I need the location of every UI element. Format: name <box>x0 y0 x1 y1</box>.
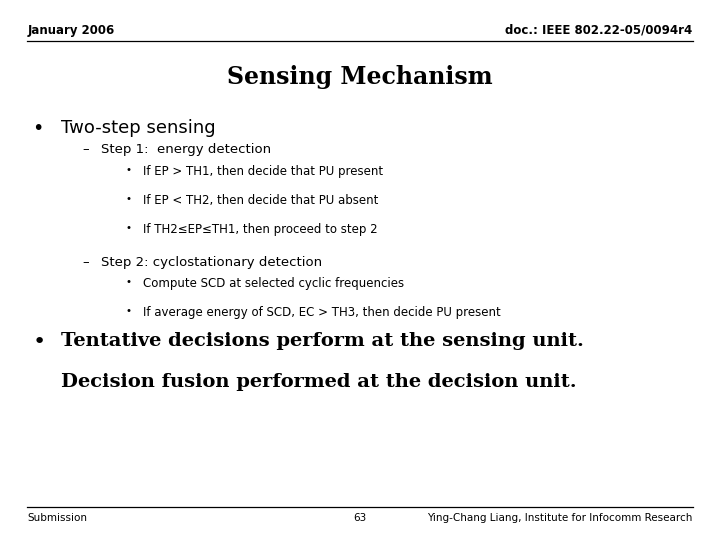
Text: 63: 63 <box>354 513 366 523</box>
Text: Step 2: cyclostationary detection: Step 2: cyclostationary detection <box>101 256 322 269</box>
Text: Sensing Mechanism: Sensing Mechanism <box>228 65 492 89</box>
Text: –: – <box>83 143 89 156</box>
Text: Step 1:  energy detection: Step 1: energy detection <box>101 143 271 156</box>
Text: Decision fusion performed at the decision unit.: Decision fusion performed at the decisio… <box>61 373 577 390</box>
Text: If EP > TH1, then decide that PU present: If EP > TH1, then decide that PU present <box>143 165 383 178</box>
Text: doc.: IEEE 802.22-05/0094r4: doc.: IEEE 802.22-05/0094r4 <box>505 24 693 37</box>
Text: Two-step sensing: Two-step sensing <box>61 119 216 137</box>
Text: Ying-Chang Liang, Institute for Infocomm Research: Ying-Chang Liang, Institute for Infocomm… <box>427 513 693 523</box>
Text: •: • <box>32 332 45 352</box>
Text: •: • <box>126 165 132 175</box>
Text: •: • <box>32 119 44 138</box>
Text: •: • <box>126 277 132 287</box>
Text: Tentative decisions perform at the sensing unit.: Tentative decisions perform at the sensi… <box>61 332 584 350</box>
Text: Compute SCD at selected cyclic frequencies: Compute SCD at selected cyclic frequenci… <box>143 277 404 290</box>
Text: •: • <box>126 223 132 233</box>
Text: If EP < TH2, then decide that PU absent: If EP < TH2, then decide that PU absent <box>143 194 378 207</box>
Text: –: – <box>83 256 89 269</box>
Text: •: • <box>126 194 132 204</box>
Text: January 2006: January 2006 <box>27 24 114 37</box>
Text: •: • <box>126 306 132 316</box>
Text: Submission: Submission <box>27 513 87 523</box>
Text: If TH2≤EP≤TH1, then proceed to step 2: If TH2≤EP≤TH1, then proceed to step 2 <box>143 223 377 236</box>
Text: If average energy of SCD, EC > TH3, then decide PU present: If average energy of SCD, EC > TH3, then… <box>143 306 500 319</box>
